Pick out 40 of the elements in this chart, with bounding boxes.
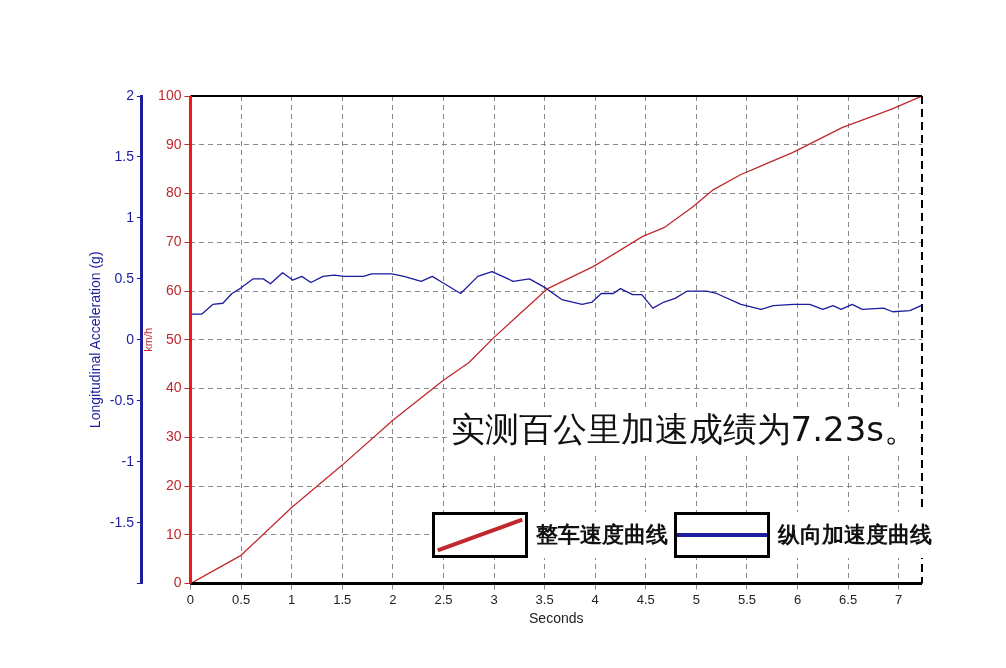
x-axis-title: Seconds	[529, 610, 584, 627]
annotation: 实测百公里加速成绩为7.23s。	[450, 409, 918, 450]
x-tick-label: 1.5	[333, 591, 352, 607]
y-tick-label: 40	[165, 379, 182, 396]
x-tick-label: 3	[490, 591, 498, 607]
x-tick-label: 1	[288, 591, 296, 607]
x-tick-label: 4.5	[636, 591, 655, 607]
y2-tick-label: -1	[121, 452, 135, 469]
y-tick-label: 80	[165, 184, 182, 201]
y-tick-label: 10	[165, 525, 182, 542]
x-tick-label: 7	[895, 591, 903, 607]
y-tick-label: 20	[165, 476, 182, 493]
y-axis-title: km/h	[141, 327, 154, 352]
x-tick-label: 5	[692, 591, 700, 607]
x-tick-label: 0.5	[232, 591, 251, 607]
y-tick-label: 100	[158, 86, 182, 103]
x-tick-label: 4	[591, 591, 599, 607]
y-tick-label: 30	[165, 428, 182, 445]
y2-tick-label: -0.5	[109, 391, 135, 408]
y-tick-label: 90	[165, 135, 182, 152]
y-tick-label: 50	[165, 330, 182, 347]
y2-tick-label: 1.5	[114, 147, 135, 164]
y2-tick-label: 0	[126, 330, 135, 347]
x-tick-label: 0	[186, 591, 195, 607]
y2-tick-label: -1.5	[109, 513, 135, 530]
y2-tick-label: 0.5	[114, 269, 135, 286]
x-tick-label: 2	[389, 591, 397, 607]
y2-tick-label: 1	[126, 208, 135, 225]
y-tick-label: 70	[165, 233, 182, 250]
y-tick-label: 0	[173, 574, 182, 591]
x-tick-label: 6.5	[839, 591, 858, 607]
y-tick-label: 60	[165, 281, 182, 298]
legend-label: 纵向加速度曲线	[778, 520, 932, 549]
y2-axis-title: Longitudinal Acceleration (g)	[87, 251, 104, 429]
x-tick-label: 3.5	[535, 591, 554, 607]
x-tick-label: 2.5	[434, 591, 453, 607]
x-tick-label: 6	[793, 591, 802, 607]
y2-tick-label: 2	[126, 86, 135, 103]
x-tick-label: 5.5	[737, 591, 756, 607]
legend-label: 整车速度曲线	[536, 520, 668, 549]
